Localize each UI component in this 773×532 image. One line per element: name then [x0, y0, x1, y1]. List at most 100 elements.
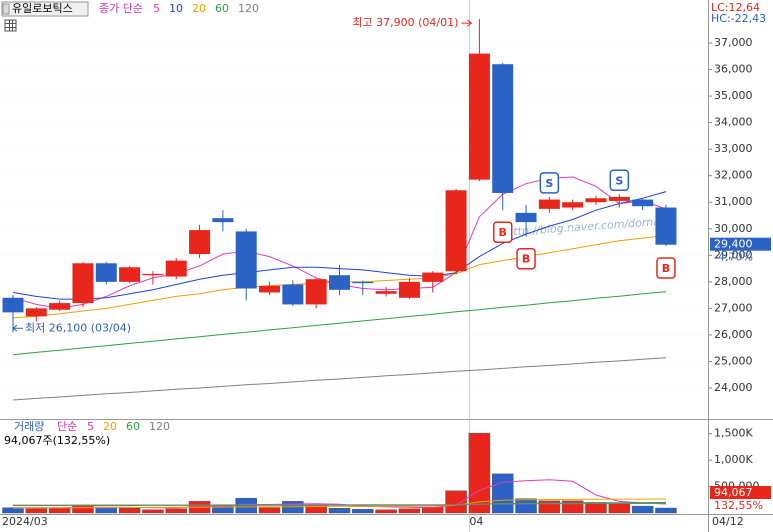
- candle-body: [25, 308, 47, 317]
- volume-bar: [491, 473, 514, 514]
- low-label: 최저 26,100 (03/04): [25, 321, 131, 334]
- candle-body: [95, 263, 117, 282]
- y-tick-label: 33,000: [714, 142, 753, 155]
- volume-bar: [608, 503, 631, 514]
- volume-bar: [655, 507, 677, 514]
- ma-line: [12, 357, 667, 401]
- legend-label: 단순: [57, 420, 77, 433]
- y-tick-label: 34,000: [714, 116, 753, 129]
- legend-item: 120: [238, 2, 259, 15]
- y-tick-label: 28,000: [714, 275, 753, 288]
- signal-box: [609, 169, 630, 192]
- candle-body: [72, 263, 94, 304]
- legend-item: 120: [149, 420, 170, 433]
- signal-label: B: [522, 253, 530, 266]
- volume-bar: [398, 508, 421, 514]
- lc-label: LC:12,64: [711, 1, 760, 14]
- volume-ma-line: [12, 498, 667, 509]
- volume-bar: [352, 509, 374, 514]
- candle-body: [608, 196, 630, 201]
- ticker-button[interactable]: [2, 3, 10, 15]
- y-tick-label: 24,000: [714, 381, 753, 394]
- volume-title: 거래량: [14, 420, 44, 433]
- candle-body: [538, 199, 560, 209]
- volume-bar: [25, 508, 48, 514]
- legend-item: 20: [192, 2, 206, 15]
- signal-label: B: [499, 226, 507, 239]
- x-tick-label: 04: [469, 515, 483, 528]
- x-tick-label: 2024/03: [2, 515, 48, 528]
- legend-item: 20: [103, 420, 117, 433]
- y-tick-label: 31,000: [714, 195, 753, 208]
- candle-body: [632, 199, 654, 207]
- hc-label: HC:-22,43: [711, 12, 766, 25]
- high-arrow: [461, 19, 473, 27]
- legend-item: 5: [153, 2, 160, 15]
- volume-bar: [2, 507, 24, 514]
- grid-icon: [5, 20, 16, 31]
- y-tick-label: 27,000: [714, 301, 753, 314]
- legend-item: 5: [87, 420, 94, 433]
- volume-change: 132,55%: [714, 499, 763, 512]
- candle-body: [398, 281, 420, 298]
- candle-body: [259, 285, 281, 293]
- candle-body: [655, 207, 677, 245]
- y-tick-label: 35,000: [714, 89, 753, 102]
- legend-item: 60: [126, 420, 140, 433]
- y-tick-label: 36,000: [714, 63, 753, 76]
- y-tick-label: 26,000: [714, 328, 753, 341]
- candle-body: [2, 297, 24, 313]
- x-tick-label: 04/12: [712, 515, 744, 528]
- grid-icon[interactable]: [4, 19, 17, 32]
- candle-body: [189, 230, 211, 254]
- ticker-box[interactable]: [1, 1, 89, 17]
- volume-bar: [445, 490, 467, 514]
- candle-body: [468, 53, 490, 180]
- candle-body: [282, 284, 304, 305]
- candle-body: [352, 281, 374, 284]
- candle-body: [422, 272, 444, 282]
- candle-body: [585, 198, 607, 203]
- signal-box: [539, 172, 560, 194]
- last-volume-box: [710, 486, 771, 499]
- ticker: 유일로보틱스: [12, 1, 73, 15]
- candle-body: [562, 202, 584, 208]
- signal-label: B: [662, 262, 670, 275]
- candle-body: [212, 218, 234, 223]
- last-volume: 94,067: [714, 486, 753, 499]
- last-price-box: [710, 237, 771, 251]
- last-price: 29,400: [714, 238, 753, 251]
- volume-bar: [375, 509, 397, 514]
- y-tick-label: 1,500K: [714, 427, 753, 440]
- candle-body: [328, 275, 350, 290]
- volume-bar: [72, 504, 94, 514]
- y-tick-label: 29,000: [714, 248, 753, 261]
- candle-body: [492, 64, 514, 193]
- volume-bar: [631, 505, 654, 514]
- low-arrow: [12, 324, 23, 332]
- signal-label: S: [615, 174, 623, 187]
- volume-ma-line: [13, 502, 667, 506]
- candle-body: [235, 231, 257, 289]
- legend-label: 종가 단순: [99, 2, 143, 15]
- y-tick-label: 1,000K: [714, 453, 753, 466]
- volume-bar: [142, 509, 164, 514]
- legend-item: 10: [169, 2, 183, 15]
- candle-body: [119, 267, 141, 282]
- candle-body: [305, 279, 327, 305]
- candle-body: [445, 190, 467, 272]
- volume-bar: [118, 507, 141, 514]
- y-tick-label: 30,000: [714, 222, 753, 235]
- volume-bar: [422, 506, 444, 514]
- ma-line: [12, 291, 667, 356]
- volume-bar: [165, 508, 187, 514]
- volume-bar: [468, 432, 491, 514]
- signal-box: [516, 247, 536, 270]
- candle-body: [375, 291, 397, 294]
- volume-bar: [328, 507, 351, 514]
- signal-label: S: [545, 177, 553, 190]
- y-tick-label: 37,000: [714, 36, 753, 49]
